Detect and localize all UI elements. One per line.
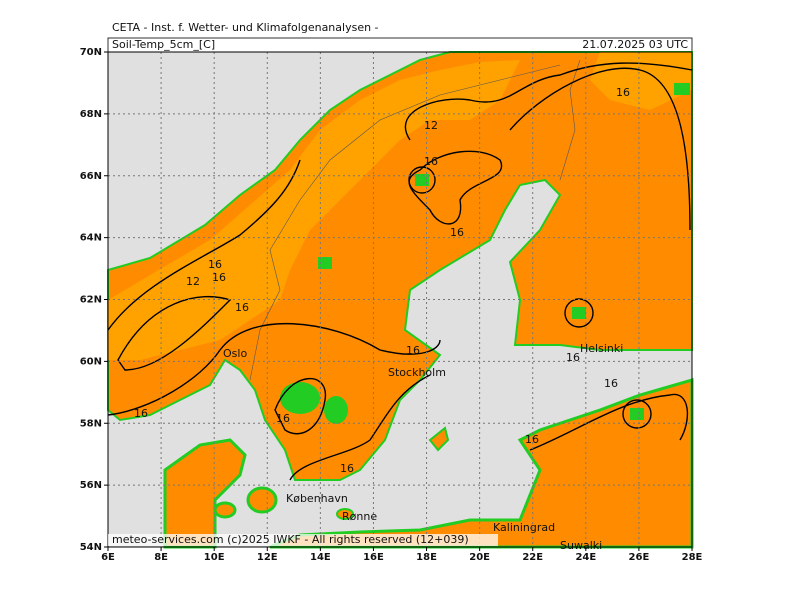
city-label: Helsinki: [580, 342, 623, 355]
lake: [415, 174, 429, 186]
lon-label: 18E: [416, 552, 437, 563]
contour: [622, 399, 652, 429]
lon-label: 16E: [363, 552, 384, 563]
lat-label: 54N: [80, 542, 102, 553]
lake-vattern: [324, 396, 348, 424]
contour: [107, 159, 301, 331]
land-bornholm: [336, 508, 354, 520]
contour-label: 16: [134, 407, 148, 420]
land-scandinavia: [107, 51, 693, 481]
contour-label: 16: [208, 258, 222, 271]
city-label: Oslo: [223, 347, 247, 360]
contour: [408, 166, 436, 194]
city-label: Suwalki: [560, 539, 602, 552]
city-label: Stockholm: [388, 366, 446, 379]
lake-vanern: [280, 382, 320, 414]
land-baltic-south: [269, 378, 694, 549]
lon-label: 28E: [682, 552, 703, 563]
lon-label: 8E: [154, 552, 168, 563]
contour: [289, 374, 431, 481]
contour-label: 12: [424, 119, 438, 132]
lon-label: 10E: [204, 552, 225, 563]
footer: meteo-services.com (c)2025 IWKF - All ri…: [112, 533, 469, 546]
lat-label: 60N: [80, 356, 102, 367]
land-gotland: [428, 426, 450, 452]
header-parameter: Soil-Temp_5cm_[C]: [112, 38, 215, 51]
contour-label: 16: [616, 86, 630, 99]
contour: [408, 150, 503, 225]
footer-box: [108, 534, 498, 546]
contour: [107, 323, 441, 416]
lake: [318, 257, 332, 269]
lon-label: 6E: [101, 552, 115, 563]
border: [559, 59, 581, 181]
city-label: København: [286, 492, 348, 505]
header-time: 21.07.2025 03 UTC: [582, 38, 688, 51]
land-zealand: [246, 486, 278, 514]
graticule: [108, 52, 692, 547]
lon-label: 12E: [257, 552, 278, 563]
lake: [674, 83, 690, 95]
lon-label: 26E: [629, 552, 650, 563]
lon-label: 14E: [310, 552, 331, 563]
contour: [404, 62, 693, 141]
lon-label: 20E: [469, 552, 490, 563]
lon-label: 24E: [575, 552, 596, 563]
city-labels: Oslo Stockholm Helsinki København Rønne Kalin…: [223, 342, 623, 552]
contour-label: 16: [424, 155, 438, 168]
lat-label: 58N: [80, 418, 102, 429]
contour-label: 12: [186, 275, 200, 288]
contour-label: 16: [276, 412, 290, 425]
city-label: Kaliningrad: [493, 521, 555, 534]
lat-label: 68N: [80, 109, 102, 120]
lat-label: 70N: [80, 47, 102, 58]
contour-label: 16: [235, 301, 249, 314]
contour-label: 16: [450, 226, 464, 239]
contour-label: 16: [604, 377, 618, 390]
contour-label: 16: [566, 351, 580, 364]
lake: [630, 408, 644, 420]
land-highlands: [108, 60, 520, 360]
contour: [509, 67, 691, 231]
city-label: Rønne: [342, 510, 377, 523]
header-institute: CETA - Inst. f. Wetter- und Klimafolgena…: [112, 21, 379, 34]
land-funen: [213, 501, 237, 519]
contour: [529, 393, 689, 451]
contour-label: 16: [340, 462, 354, 475]
contour-label: 16: [525, 433, 539, 446]
lat-label: 66N: [80, 171, 102, 182]
lat-label: 62N: [80, 295, 102, 306]
contour-label: 16: [212, 271, 226, 284]
lake: [572, 307, 586, 319]
contour: [274, 377, 326, 435]
lat-label: 56N: [80, 480, 102, 491]
border: [249, 64, 561, 381]
lon-label: 22E: [522, 552, 543, 563]
lat-label: 64N: [80, 233, 102, 244]
contour-label: 16: [406, 344, 420, 357]
